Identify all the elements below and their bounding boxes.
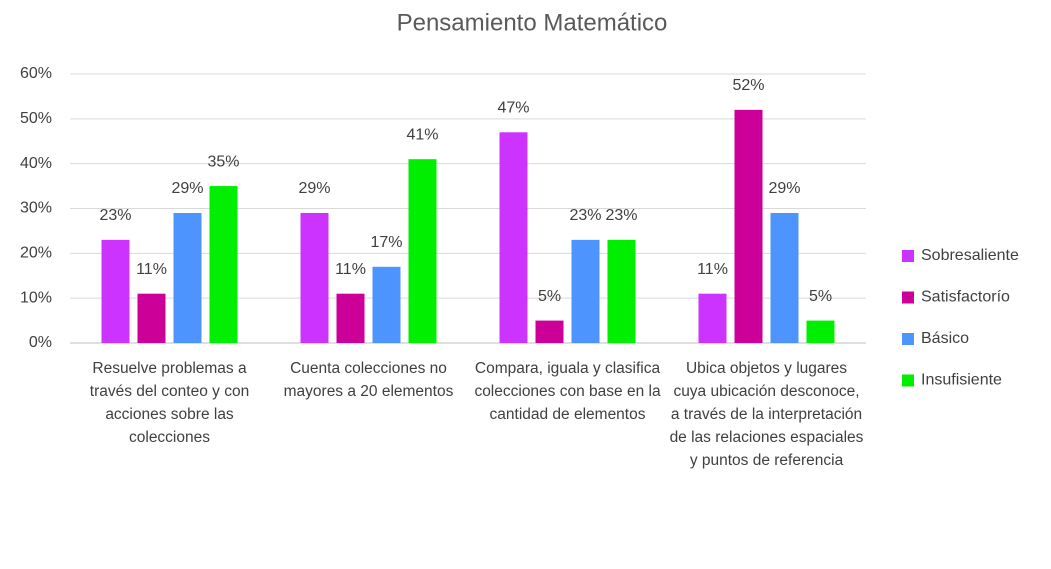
bar bbox=[372, 266, 401, 343]
legend-swatch bbox=[902, 250, 914, 262]
legend-swatch bbox=[902, 333, 914, 345]
bar bbox=[698, 293, 727, 343]
data-label: 52% bbox=[732, 77, 764, 94]
data-label: 17% bbox=[370, 234, 402, 251]
data-label: 29% bbox=[171, 180, 203, 197]
data-label: 47% bbox=[497, 100, 529, 117]
data-label: 11% bbox=[136, 261, 167, 278]
bar bbox=[770, 212, 799, 343]
data-label: 23% bbox=[605, 207, 637, 224]
bar bbox=[173, 212, 202, 343]
y-tick-label: 10% bbox=[20, 289, 52, 306]
bar bbox=[408, 159, 437, 343]
bar bbox=[734, 109, 763, 343]
bar bbox=[209, 186, 238, 343]
x-tick-label: Compara, iguala y clasifica colecciones … bbox=[474, 360, 661, 423]
bar bbox=[535, 320, 564, 343]
data-label: 41% bbox=[406, 126, 438, 143]
legend-label: Básico bbox=[921, 330, 969, 347]
data-label: 11% bbox=[697, 261, 728, 278]
y-tick-label: 0% bbox=[29, 334, 52, 351]
data-label: 35% bbox=[207, 153, 239, 170]
y-tick-label: 20% bbox=[20, 245, 52, 262]
y-tick-label: 30% bbox=[20, 200, 52, 217]
legend-label: Satisfactorío bbox=[921, 289, 1010, 306]
bar bbox=[806, 320, 835, 343]
bar bbox=[336, 293, 365, 343]
x-tick-label: Resuelve problemas a través del conteo y… bbox=[89, 360, 250, 446]
x-tick-label: Cuenta colecciones no mayores a 20 eleme… bbox=[283, 360, 454, 400]
data-label: 29% bbox=[768, 180, 800, 197]
data-label: 23% bbox=[569, 207, 601, 224]
bar bbox=[571, 239, 600, 343]
bar bbox=[101, 239, 130, 343]
y-tick-label: 60% bbox=[20, 65, 52, 82]
bar bbox=[300, 212, 329, 343]
data-label: 5% bbox=[538, 288, 561, 305]
data-label: 5% bbox=[809, 288, 832, 305]
chart-title: Pensamiento Matemático bbox=[397, 9, 668, 36]
x-tick-label: Ubica objetos y lugares cuya ubicación d… bbox=[669, 360, 864, 469]
legend-label: Insufisiente bbox=[921, 372, 1002, 389]
data-label: 11% bbox=[335, 261, 366, 278]
legend-label: Sobresaliente bbox=[921, 247, 1019, 264]
bar bbox=[499, 132, 528, 343]
y-tick-label: 50% bbox=[20, 110, 52, 127]
bar bbox=[607, 239, 636, 343]
y-tick-label: 40% bbox=[20, 155, 52, 172]
data-label: 29% bbox=[298, 180, 330, 197]
data-label: 23% bbox=[99, 207, 131, 224]
legend-swatch bbox=[902, 291, 914, 304]
legend-swatch bbox=[902, 374, 914, 387]
bar bbox=[137, 293, 166, 343]
